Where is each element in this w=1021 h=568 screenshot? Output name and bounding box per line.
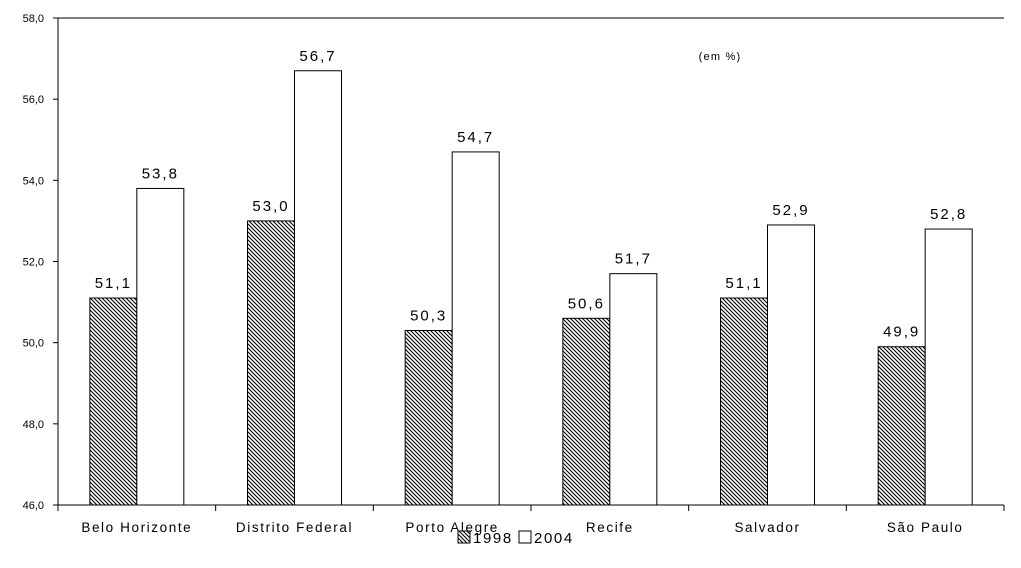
bar-1998 bbox=[877, 346, 926, 506]
bar-1998 bbox=[247, 220, 295, 506]
data-label-2004: 51,7 bbox=[615, 251, 652, 268]
bar-2004 bbox=[767, 224, 815, 506]
bar-2004 bbox=[294, 70, 342, 506]
y-tick-label: 48,0 bbox=[23, 419, 44, 431]
axes: 46,0 48,0 50,0 52,0 54,0 56,0 58,0 Belo Horizon… bbox=[23, 13, 1005, 535]
bar-2004 bbox=[451, 151, 500, 506]
x-category-label: Distrito Federal bbox=[236, 520, 353, 535]
legend-label-2004: 2004 bbox=[534, 530, 574, 547]
data-label-1998: 51,1 bbox=[725, 275, 762, 292]
bars-group bbox=[89, 70, 973, 506]
x-category-label: São Paulo bbox=[887, 520, 964, 535]
x-category-label: Salvador bbox=[734, 520, 800, 535]
legend: 1998 2004 bbox=[457, 530, 574, 547]
data-label-2004: 53,8 bbox=[142, 165, 179, 182]
data-label-1998: 49,9 bbox=[883, 324, 920, 341]
y-tick-label: 54,0 bbox=[23, 175, 44, 187]
legend-swatch-1998 bbox=[457, 530, 471, 544]
legend-swatch-2004 bbox=[518, 530, 532, 544]
y-tick-label: 56,0 bbox=[23, 94, 44, 106]
data-label-2004: 56,7 bbox=[299, 48, 336, 65]
data-label-2004: 54,7 bbox=[457, 129, 494, 146]
y-tick-label: 52,0 bbox=[23, 257, 44, 269]
y-tick-label: 46,0 bbox=[23, 500, 44, 512]
y-tick-label: 50,0 bbox=[23, 338, 44, 350]
units-note: (em %) bbox=[699, 51, 742, 63]
bar-2004 bbox=[609, 273, 658, 506]
bar-1998 bbox=[404, 329, 453, 506]
y-tick-label: 58,0 bbox=[23, 13, 44, 25]
labels-group: 51,1 53,0 50,3 50,6 51,1 49,9 53,8 56,7 54,7 51,7… bbox=[95, 48, 967, 341]
data-label-1998: 50,6 bbox=[568, 295, 605, 312]
data-label-1998: 50,3 bbox=[410, 307, 447, 324]
x-category-label: Porto Alegre bbox=[405, 520, 499, 535]
data-label-1998: 53,0 bbox=[252, 198, 289, 215]
bar-1998 bbox=[89, 297, 138, 506]
data-label-1998: 51,1 bbox=[95, 275, 132, 292]
legend-label-1998: 1998 bbox=[473, 530, 513, 547]
bar-2004 bbox=[136, 187, 185, 506]
bar-1998 bbox=[562, 317, 611, 506]
data-label-2004: 52,8 bbox=[930, 206, 967, 223]
bar-1998 bbox=[720, 297, 768, 506]
x-category-label: Belo Horizonte bbox=[81, 520, 192, 535]
bar-2004 bbox=[924, 228, 973, 506]
data-label-2004: 52,9 bbox=[772, 202, 809, 219]
x-category-label: Recife bbox=[586, 520, 634, 535]
